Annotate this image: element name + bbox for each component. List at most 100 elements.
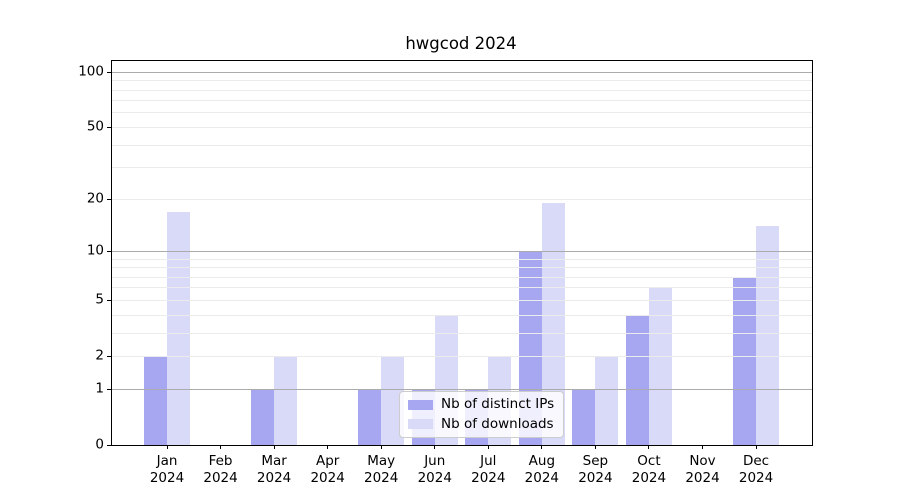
minor-gridline — [112, 287, 812, 289]
x-axis-tick-label: Jul 2024 — [456, 453, 520, 487]
x-axis-tick-label: Apr 2024 — [296, 453, 360, 487]
y-axis-tick — [107, 71, 111, 73]
x-axis-tick-label: Nov 2024 — [671, 453, 735, 487]
legend-swatch-downloads — [408, 419, 433, 430]
x-axis-tick — [541, 445, 543, 449]
bar-mar-downloads — [274, 356, 298, 445]
x-label-year: 2024 — [738, 469, 774, 486]
y-axis-tick — [107, 126, 111, 128]
minor-gridline — [112, 314, 812, 316]
minor-gridline — [112, 89, 812, 91]
bar-jan-downloads — [167, 211, 190, 445]
x-axis-tick — [434, 445, 436, 449]
minor-gridline — [112, 258, 812, 260]
bar-may-distinct-ips — [358, 389, 382, 445]
y-axis-tick — [107, 198, 111, 200]
minor-gridline — [112, 126, 812, 128]
x-axis-tick — [487, 445, 489, 449]
x-label-year: 2024 — [417, 469, 452, 486]
x-label-year: 2024 — [524, 469, 560, 486]
x-label-month: Nov — [689, 453, 716, 469]
x-label-month: May — [367, 453, 396, 469]
x-axis-tick-label: Feb 2024 — [189, 453, 253, 487]
y-axis-tick-label: 20 — [86, 190, 104, 207]
y-axis-tick — [107, 388, 111, 390]
minor-gridline — [112, 167, 812, 169]
minor-gridline — [112, 355, 812, 357]
legend-label: Nb of downloads — [441, 415, 554, 432]
y-axis-tick-label: 100 — [78, 63, 104, 80]
minor-gridline — [112, 112, 812, 114]
x-label-year: 2024 — [685, 469, 720, 486]
x-axis-tick-label: Jan 2024 — [135, 453, 199, 487]
x-axis-tick — [594, 445, 596, 449]
x-label-month: Aug — [528, 453, 556, 469]
legend-row: Nb of downloads — [408, 415, 554, 432]
x-label-month: Jun — [424, 453, 446, 469]
x-axis-tick-label: Aug 2024 — [510, 453, 574, 487]
x-axis-tick — [648, 445, 650, 449]
legend-swatch-distinct-ips — [408, 399, 433, 410]
bar-mar-distinct-ips — [251, 389, 275, 445]
chart-legend: Nb of distinct IPs Nb of downloads — [399, 391, 565, 438]
x-axis-tick-label: Oct 2024 — [617, 453, 681, 487]
x-label-month: Sep — [582, 453, 609, 469]
x-axis-tick-label: Sep 2024 — [563, 453, 627, 487]
y-axis-tick-label: 0 — [95, 436, 104, 453]
bar-aug-downloads — [541, 203, 565, 445]
x-axis-tick-label: Dec 2024 — [724, 453, 788, 487]
minor-gridline — [112, 100, 812, 102]
y-axis-tick-label: 2 — [95, 347, 104, 364]
chart-title: hwgcod 2024 — [405, 34, 517, 53]
plot-area: Nb of distinct IPs Nb of downloads 0 1 2 5 10… — [78, 60, 813, 486]
y-axis-tick-label: 5 — [95, 291, 104, 308]
x-axis-tick — [702, 445, 703, 449]
minor-gridline — [112, 144, 812, 146]
bar-dec-distinct-ips — [733, 277, 757, 445]
bar-sep-distinct-ips — [572, 389, 596, 445]
x-label-month: Oct — [637, 453, 661, 469]
x-axis-tick-label: Mar 2024 — [242, 453, 306, 487]
minor-gridline — [112, 267, 812, 269]
x-label-month: Dec — [742, 453, 770, 469]
legend-label: Nb of distinct IPs — [441, 396, 555, 412]
minor-gridline — [112, 276, 812, 278]
x-label-month: Feb — [208, 453, 233, 469]
x-label-year: 2024 — [364, 469, 399, 486]
minor-gridline — [112, 198, 812, 200]
bar-oct-downloads — [648, 287, 672, 445]
x-label-month: Apr — [315, 453, 340, 469]
minor-gridline — [112, 299, 812, 301]
x-label-year: 2024 — [203, 469, 238, 486]
major-gridline — [112, 250, 812, 252]
y-axis-tick — [107, 299, 111, 301]
y-axis-tick — [107, 444, 111, 446]
bar-dec-downloads — [756, 226, 780, 445]
bar-may-downloads — [381, 356, 405, 445]
x-label-year: 2024 — [310, 469, 345, 486]
bar-oct-distinct-ips — [625, 315, 649, 445]
x-axis-tick — [273, 445, 275, 449]
x-axis-tick — [380, 445, 382, 449]
x-axis-tick-label: May 2024 — [349, 453, 413, 487]
minor-gridline — [112, 80, 812, 82]
x-axis-tick — [755, 445, 757, 449]
y-axis-tick-label: 10 — [86, 242, 104, 259]
legend-row: Nb of distinct IPs — [408, 396, 555, 412]
x-axis-tick-label: Jun 2024 — [403, 453, 467, 487]
y-axis-tick — [107, 355, 111, 357]
y-axis-tick-label: 1 — [95, 380, 104, 397]
x-label-year: 2024 — [471, 469, 506, 486]
x-label-month: Mar — [261, 453, 287, 469]
y-axis-tick-label: 50 — [86, 118, 104, 135]
bar-jan-distinct-ips — [144, 356, 167, 445]
major-gridline — [112, 388, 812, 390]
minor-gridline — [112, 332, 812, 334]
x-label-year: 2024 — [631, 469, 667, 486]
x-label-year: 2024 — [256, 469, 292, 486]
x-label-month: Jan — [156, 453, 178, 469]
y-axis-tick — [107, 250, 111, 252]
bar-sep-downloads — [595, 356, 619, 445]
x-axis-tick — [220, 445, 222, 449]
